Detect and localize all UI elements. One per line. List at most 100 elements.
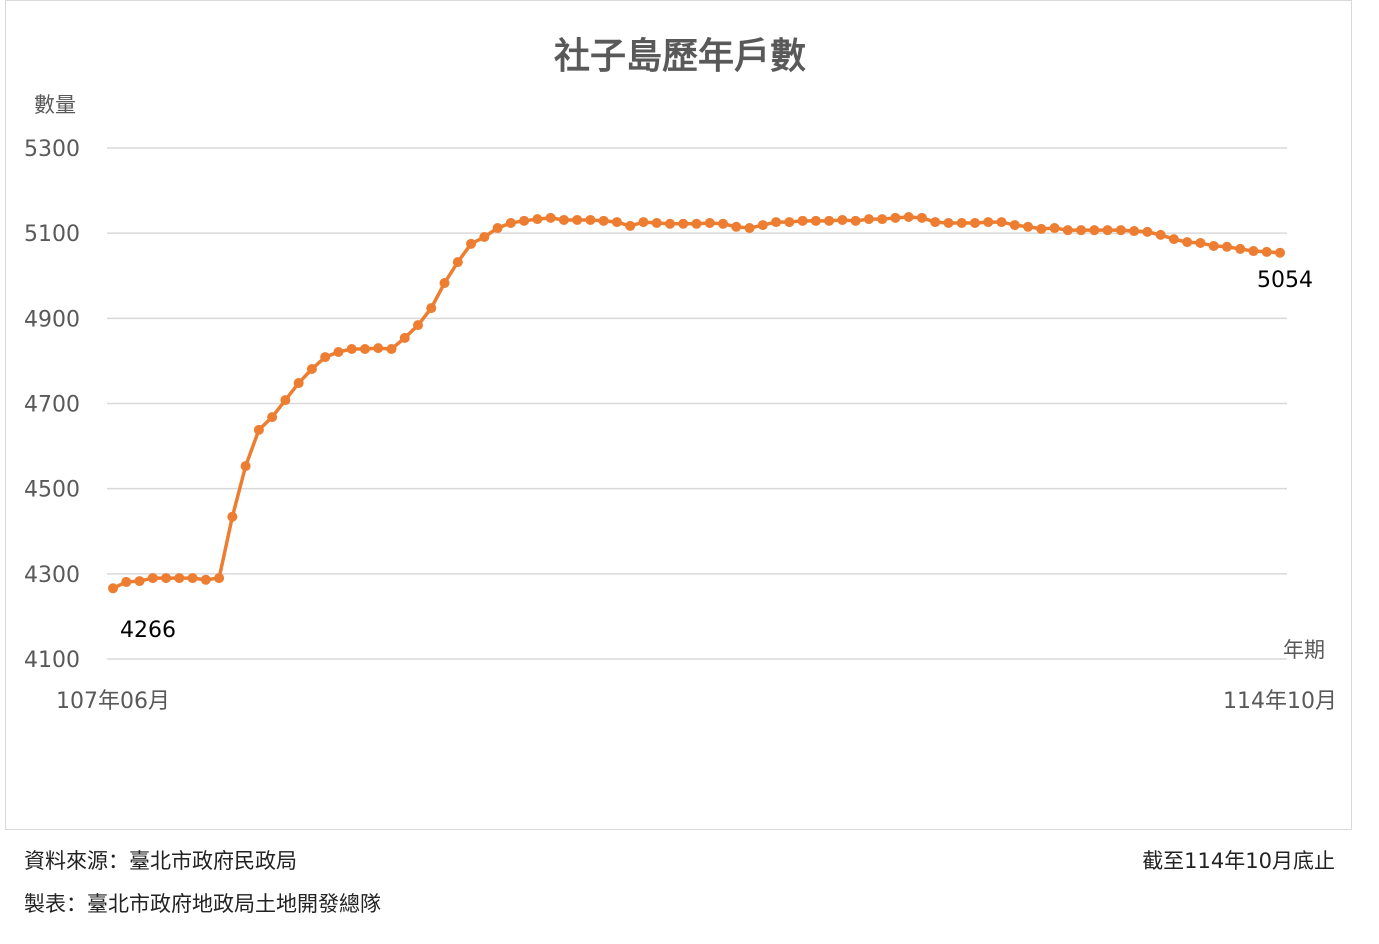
data-point [718,218,729,229]
data-point [545,212,556,223]
data-point [466,238,477,249]
data-point [134,576,145,587]
data-point [903,211,914,222]
data-point [625,220,636,231]
data-point [267,412,278,423]
data-point [969,217,980,228]
data-point [1102,225,1113,236]
data-point [532,214,543,225]
data-point [638,217,649,228]
data-point [413,320,424,331]
data-point [1062,225,1073,236]
chart-title: 社子島歷年戶數 [554,36,806,77]
data-point [1009,220,1020,231]
data-point [1168,234,1179,245]
data-point [877,214,888,225]
data-point [1182,237,1193,248]
data-point [240,461,251,472]
data-point [1076,225,1087,236]
y-tick-label: 4500 [24,478,80,503]
x-axis-label: 年期 [1283,638,1325,662]
data-point [943,217,954,228]
data-point [492,223,503,234]
data-label-first: 4266 [120,618,176,643]
maker-note: 製表：臺北市政府地政局土地開發總隊 [24,892,381,916]
data-point [996,217,1007,228]
data-point [863,214,874,225]
data-point [108,583,118,594]
data-point [187,573,198,584]
data-point [664,218,675,229]
data-point [983,217,994,228]
data-point [1235,243,1246,254]
data-point [227,511,238,522]
y-tick-label: 4100 [24,648,80,673]
data-point [651,217,662,228]
data-point [147,573,158,584]
data-point [585,214,596,225]
y-tick-label: 4700 [24,393,80,418]
data-point [320,352,331,363]
y-tick-label: 5300 [24,137,80,162]
data-point [757,220,768,231]
data-point [1155,229,1166,240]
data-point [797,215,808,226]
data-point [214,573,225,584]
data-point [505,217,516,228]
data-point [558,214,569,225]
y-axis-label: 數量 [34,93,76,117]
data-point [359,343,370,354]
x-tick-start: 107年06月 [56,689,170,714]
data-point [611,217,622,228]
data-point [1036,223,1047,234]
data-point [1261,246,1272,257]
data-point [598,215,609,226]
y-tick-label: 4900 [24,307,80,332]
source-note: 資料來源：臺北市政府民政局 [24,849,297,873]
data-point [333,346,344,357]
data-point [174,573,185,584]
data-point [731,221,742,232]
data-point [691,218,702,229]
data-point [519,215,530,226]
data-point [678,218,689,229]
data-point [930,217,941,228]
data-point [704,217,715,228]
data-point [1089,225,1100,236]
data-point [386,343,397,354]
data-point [452,257,463,268]
data-point [916,212,927,223]
data-point [121,576,132,587]
data-point [850,215,861,226]
y-tick-label: 4300 [24,563,80,588]
data-point [890,212,901,223]
data-point [1195,237,1206,248]
data-point [1275,247,1285,258]
data-point [810,215,821,226]
data-point [293,378,304,389]
data-point [1049,223,1060,234]
as-of-note: 截至114年10月底止 [1142,849,1335,873]
data-point [253,424,264,435]
data-point [771,217,782,228]
data-label-last: 5054 [1257,268,1313,293]
data-point [1023,221,1034,232]
data-point [161,573,172,584]
data-point [572,214,583,225]
chart-frame [5,0,1352,830]
data-point [824,215,835,226]
data-point [426,303,437,314]
data-point [479,231,490,242]
data-point [373,343,384,354]
y-tick-label: 5100 [24,222,80,247]
data-point [1142,226,1153,237]
data-point [306,364,317,375]
data-point [837,214,848,225]
data-point [1115,225,1126,236]
data-point [1221,241,1232,252]
data-point [956,217,967,228]
data-point [1129,226,1140,237]
data-point [784,217,795,228]
data-point [280,395,291,406]
